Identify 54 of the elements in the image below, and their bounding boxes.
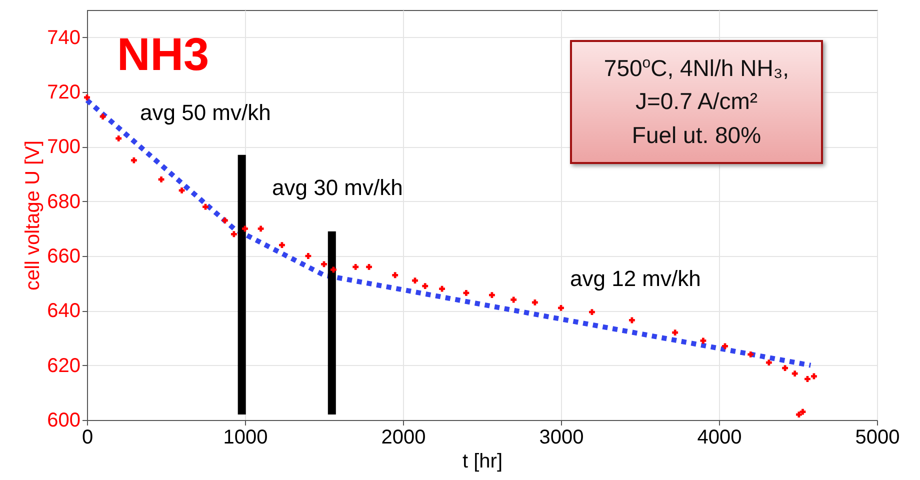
point: [305, 253, 312, 259]
point: [748, 351, 754, 358]
point: [258, 226, 264, 232]
chart-title: NH3: [117, 28, 210, 80]
point: [392, 272, 398, 278]
point: [130, 157, 137, 164]
y-tick-label: 620: [47, 354, 80, 377]
point: [230, 231, 237, 238]
y-tick-label: 720: [47, 82, 80, 104]
x-tick-label: 1000: [223, 426, 268, 448]
point: [242, 226, 248, 232]
y-axis-title: cell voltage U [V]: [22, 140, 44, 291]
annotation: J=0.7 A/cm²: [634, 87, 759, 116]
x-tick-label: 4000: [697, 426, 742, 448]
x-tick-label: 3000: [539, 426, 584, 448]
y-tick-label: 740: [47, 26, 80, 49]
annotation: Fuel ut. 80%: [630, 120, 762, 150]
annotation: avg 30 mv/kh: [272, 175, 403, 201]
point: [439, 286, 445, 292]
x-tick-label: 0: [82, 426, 94, 448]
point: [330, 266, 336, 273]
point: [792, 370, 798, 376]
x-tick-label: 5000: [855, 426, 900, 448]
point: [412, 278, 418, 284]
y-tick-label: 680: [47, 190, 80, 213]
point: [811, 373, 817, 380]
point: [422, 283, 428, 290]
point: [766, 360, 772, 366]
point: [628, 317, 635, 324]
point: [321, 261, 327, 268]
point: [158, 176, 164, 182]
y-tick-label: 700: [47, 136, 80, 158]
point: [116, 136, 122, 142]
point: [178, 187, 185, 194]
point: [100, 114, 106, 120]
point: [532, 300, 538, 306]
point: [463, 290, 470, 296]
note-box: 750$^{o}$C, 4Nl/h NH₃, J=0.7 A/cm² Fuel ut. 80%: [570, 40, 823, 164]
y-tick-label: 660: [47, 246, 80, 268]
point: [202, 204, 208, 210]
point: [488, 292, 495, 298]
point: [800, 408, 806, 415]
y-tick-label: 640: [47, 300, 80, 322]
point: [722, 343, 728, 350]
annotation: avg 50 mv/kh: [140, 100, 271, 126]
annotation: 750$^{o}$C, 4Nl/h NH₃,: [602, 53, 790, 83]
x-tick-label: 2000: [381, 426, 426, 448]
point: [672, 330, 678, 336]
x-axis-title: t [hr]: [462, 450, 503, 472]
point: [352, 264, 359, 270]
annotation: avg 12 mv/kh: [570, 266, 701, 292]
point: [700, 338, 706, 344]
point: [510, 296, 517, 303]
y-tick-label: 600: [47, 410, 80, 432]
